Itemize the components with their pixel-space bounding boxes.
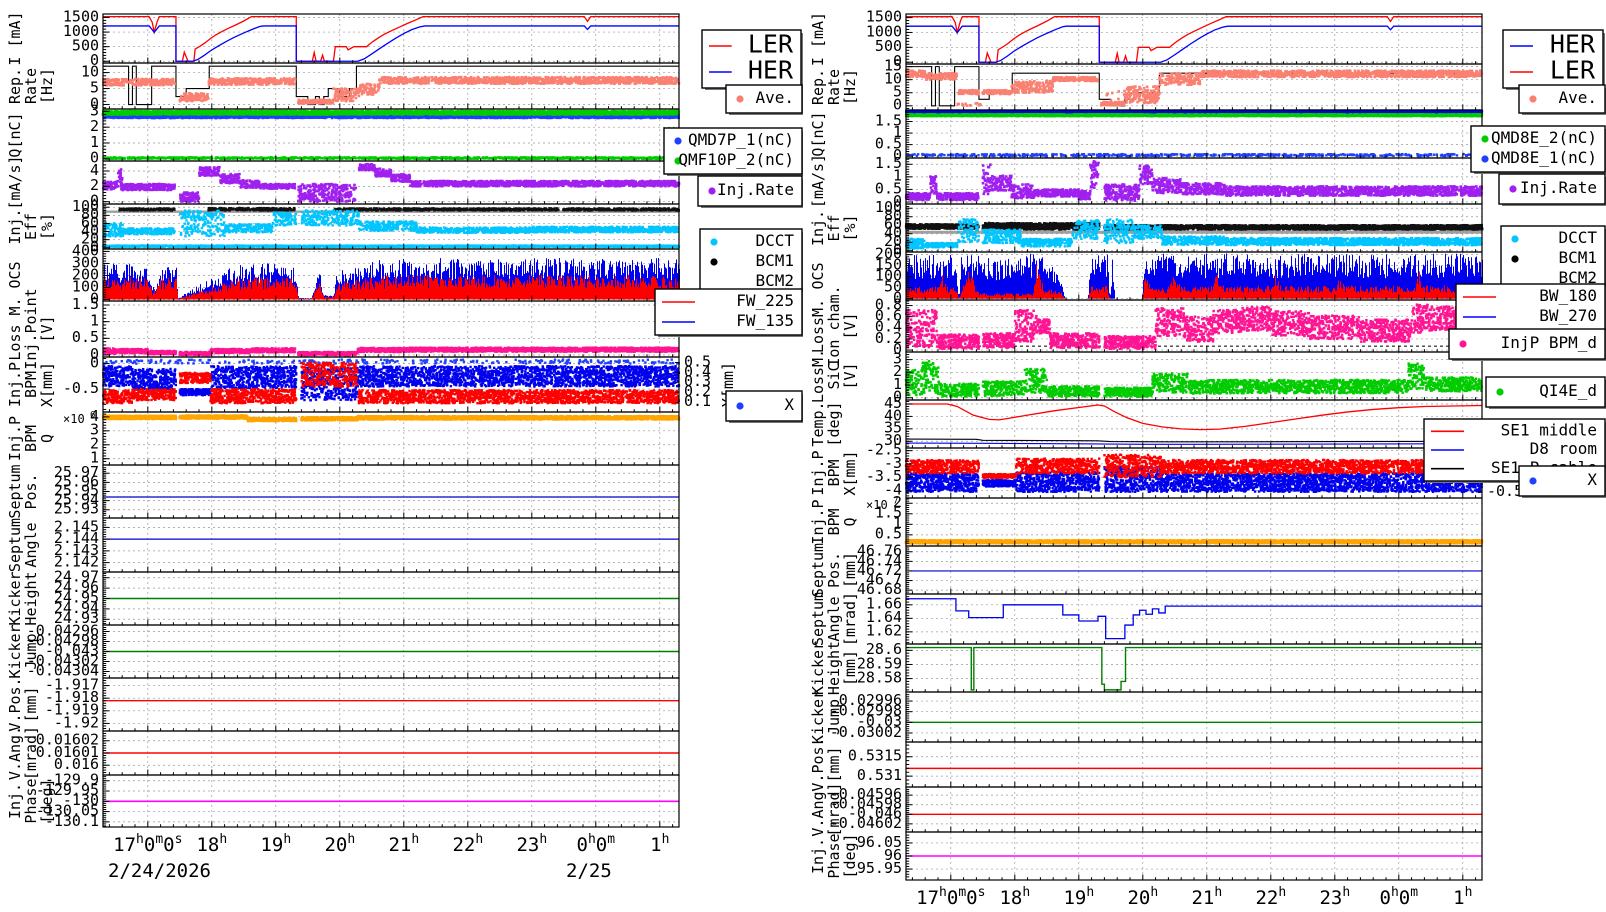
left-panel-chart-canvas [0, 0, 803, 912]
left-strip-chart-panel: 2/24/2026 2/25 [0, 0, 804, 912]
right-panel-chart-canvas [803, 0, 1606, 912]
date-label-end: 2/25 [566, 860, 612, 882]
date-label-start: 2/24/2026 [108, 860, 211, 882]
right-strip-chart-panel [803, 0, 1606, 912]
